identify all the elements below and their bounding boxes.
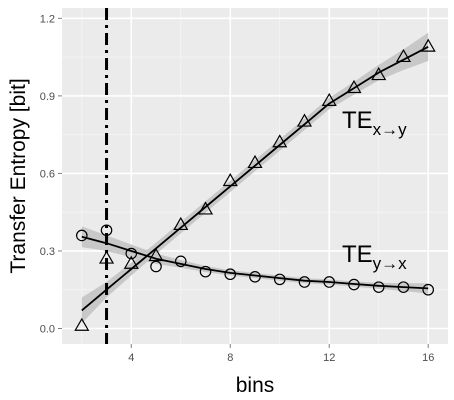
circle-point — [348, 278, 360, 291]
series-label-base: TE — [342, 107, 373, 134]
triangle-point — [247, 154, 263, 169]
circle-point — [224, 268, 237, 281]
y-axis-title: Transfer Entropy [bit] — [7, 78, 30, 273]
triangle-point — [222, 172, 238, 187]
axes: 4 8 12 16 0.0 0.3 0.6 0.9 1.2 — [40, 13, 435, 364]
triangle-point — [346, 79, 362, 94]
triangle-point — [321, 92, 337, 106]
triangle-point — [395, 48, 412, 63]
circle-point — [125, 247, 138, 260]
triangle-point — [148, 247, 164, 262]
triangle-point — [197, 201, 214, 215]
circle-point — [150, 260, 162, 273]
triangle-point — [173, 216, 189, 231]
y-tick-label: 1.2 — [40, 13, 55, 25]
x-tick-label: 8 — [227, 352, 233, 364]
circle-point — [397, 281, 410, 293]
series-label-1: TEx→y — [342, 107, 407, 139]
circle-point — [249, 270, 261, 283]
series-label-2: TEy→x — [342, 241, 407, 273]
series-label-base: TE — [342, 241, 373, 268]
circle-point — [298, 276, 311, 288]
series-label-subscript: y→x — [373, 254, 408, 273]
series-label-subscript: x→y — [373, 120, 408, 139]
triangle-point — [371, 66, 387, 81]
y-tick-label: 0.3 — [40, 246, 55, 258]
circle-point — [422, 283, 435, 296]
y-tick-label: 0.9 — [40, 91, 55, 103]
confidence-band-1 — [81, 32, 429, 324]
y-tick-label: 0.0 — [40, 323, 55, 335]
triangle-point — [123, 255, 139, 269]
smooth-line-2 — [81, 235, 429, 290]
circle-point — [75, 229, 88, 242]
x-tick-label: 16 — [422, 352, 434, 364]
triangle-point — [296, 113, 313, 127]
circle-point — [323, 276, 336, 288]
triangle-point — [74, 317, 90, 331]
x-axis-title: bins — [236, 374, 275, 397]
circle-point — [372, 281, 385, 293]
smooth-lines — [81, 46, 429, 312]
circle-point — [174, 255, 187, 268]
triangle-point — [272, 134, 288, 148]
smooth-line-1 — [81, 46, 429, 312]
triangle-point — [420, 38, 436, 52]
x-tick-label: 12 — [323, 352, 335, 364]
x-tick-label: 4 — [128, 352, 134, 364]
grid-lines — [62, 8, 448, 344]
circle-point — [273, 273, 286, 286]
y-tick-label: 0.6 — [40, 168, 55, 180]
circle-point — [199, 265, 212, 278]
